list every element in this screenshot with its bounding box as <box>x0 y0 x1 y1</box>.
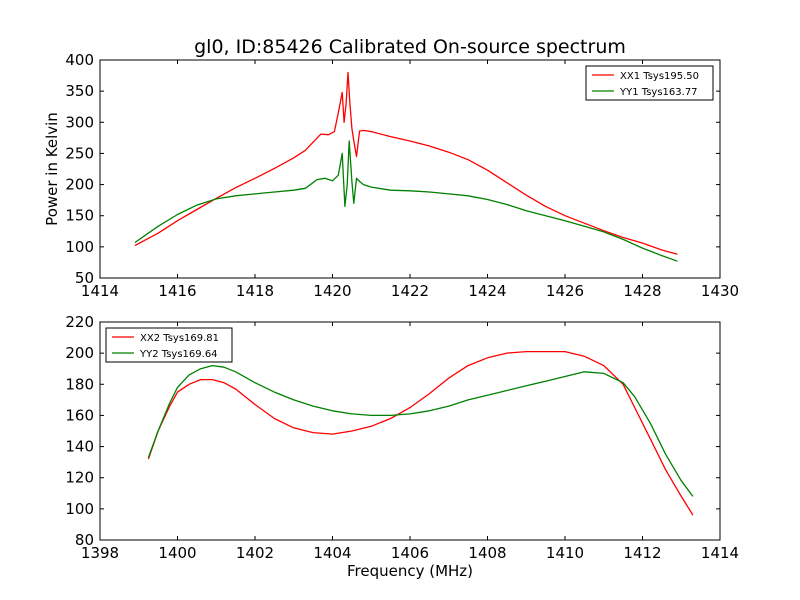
y-tick-label: 350 <box>65 82 94 100</box>
legend: XX2 Tsys169.81 YY2 Tsys169.64 <box>105 327 233 363</box>
y-tick-label: 120 <box>65 469 94 487</box>
x-tick-label: 1410 <box>546 544 584 562</box>
y-tick-label: 220 <box>65 313 94 331</box>
y-tick-label: 300 <box>65 113 94 131</box>
legend-label: YY2 Tsys169.64 <box>139 349 218 360</box>
series-line-xx1 <box>134 71 678 255</box>
y-tick-label: 200 <box>65 176 94 194</box>
legend-label: YY1 Tsys163.77 <box>619 87 698 98</box>
series-line-yy2 <box>147 364 694 497</box>
x-tick-label: 1408 <box>468 544 506 562</box>
x-tick-label: 1416 <box>158 282 196 300</box>
x-tick-label: 1406 <box>391 544 429 562</box>
x-tick-label: 1412 <box>623 544 661 562</box>
legend-box <box>585 65 714 101</box>
y-tick-label: 160 <box>65 406 94 424</box>
legend: XX1 Tsys195.50 YY1 Tsys163.77 <box>585 65 714 101</box>
x-tick-label: 1414 <box>701 544 739 562</box>
x-tick-label: 1398 <box>81 544 119 562</box>
x-tick-label: 1404 <box>313 544 351 562</box>
x-tick-label: 1428 <box>623 282 661 300</box>
y-tick-label: 400 <box>65 51 94 69</box>
series-line-yy1 <box>134 140 678 262</box>
legend-box <box>105 327 233 363</box>
y-tick-label: 150 <box>65 207 94 225</box>
y-axis-label: Power in Kelvin <box>43 112 61 226</box>
x-tick-label: 1424 <box>468 282 506 300</box>
top-spectrum-panel: 1414 1416 1418 1420 1422 1424 1426 1428 1430 50 10… <box>43 51 739 300</box>
x-tick-label: 1422 <box>391 282 429 300</box>
y-tick-label: 100 <box>65 238 94 256</box>
x-tick-label: 1400 <box>158 544 196 562</box>
x-tick-label: 1430 <box>701 282 739 300</box>
y-tick-label: 50 <box>75 269 94 287</box>
x-tick-label: 1418 <box>236 282 274 300</box>
series-group <box>147 350 694 516</box>
series-line-xx2 <box>147 350 694 516</box>
legend-label: XX2 Tsys169.81 <box>140 333 219 344</box>
x-axis-label: Frequency (MHz) <box>347 562 473 580</box>
chart-title: gl0, ID:85426 Calibrated On-source spect… <box>194 36 626 58</box>
x-tick-label: 1414 <box>81 282 119 300</box>
x-tick-label: 1420 <box>313 282 351 300</box>
y-tick-label: 250 <box>65 144 94 162</box>
y-tick-label: 80 <box>75 531 94 549</box>
x-tick-label: 1402 <box>236 544 274 562</box>
y-tick-label: 180 <box>65 375 94 393</box>
y-tick-label: 140 <box>65 438 94 456</box>
bottom-spectrum-panel: 1398 1400 1402 1404 1406 1408 1410 1412 1414 80 10… <box>65 313 739 580</box>
y-tick-label: 100 <box>65 500 94 518</box>
x-tick-label: 1426 <box>546 282 584 300</box>
legend-label: XX1 Tsys195.50 <box>620 71 699 82</box>
series-group <box>134 71 678 262</box>
y-tick-label: 200 <box>65 344 94 362</box>
